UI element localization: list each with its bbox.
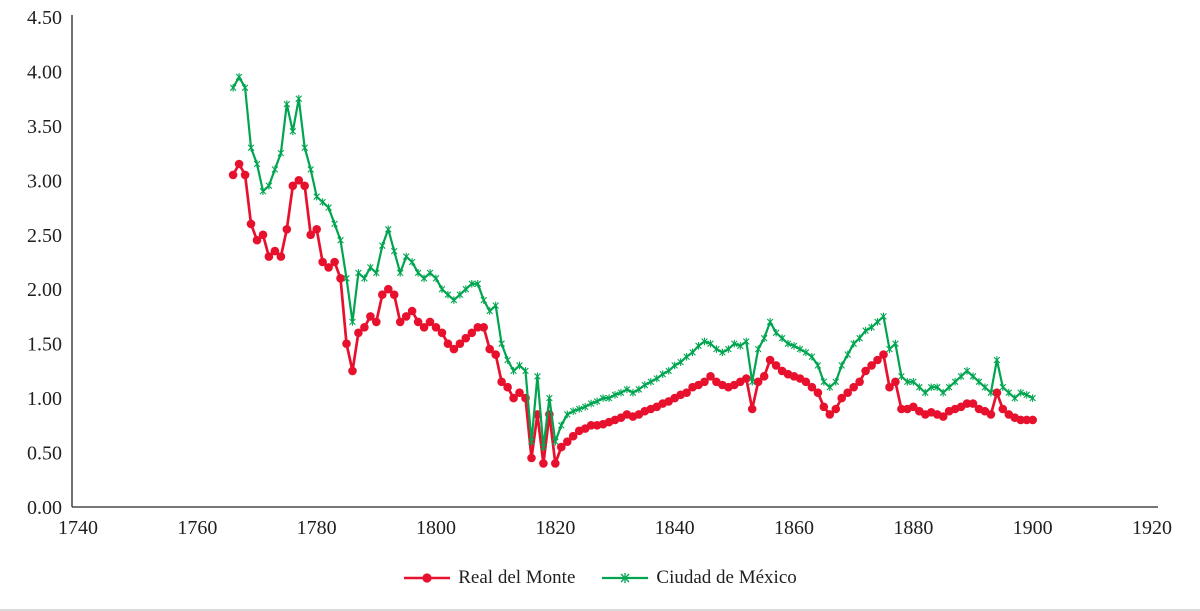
svg-text:1.00: 1.00 — [27, 388, 62, 410]
legend-label-ciudad-de-mexico: Ciudad de México — [656, 567, 797, 588]
svg-text:3.50: 3.50 — [27, 116, 62, 138]
legend-item-ciudad-de-mexico: Ciudad de México — [601, 567, 797, 589]
legend-item-real-del-monte: Real del Monte — [403, 567, 575, 589]
svg-text:1740: 1740 — [58, 517, 98, 539]
legend-marker-real-del-monte-icon — [404, 573, 451, 583]
svg-text:1760: 1760 — [177, 517, 217, 539]
svg-text:3.00: 3.00 — [27, 170, 62, 192]
svg-text:1920: 1920 — [1132, 517, 1172, 539]
legend-marker-ciudad-de-mexico-icon — [602, 573, 649, 583]
legend-label-real-del-monte: Real del Monte — [458, 567, 576, 588]
svg-text:0.50: 0.50 — [27, 443, 62, 465]
price-series-chart: 0.00 0.50 1.00 1.50 2.00 2.50 3.00 3.50 4.00 4.50… — [27, 7, 1172, 539]
chart-legend: Real del Monte Ciudad de México — [0, 562, 1200, 594]
chart-area: 0.00 0.50 1.00 1.50 2.00 2.50 3.00 3.50 4.00 4.50… — [27, 7, 1172, 539]
svg-text:1900: 1900 — [1013, 517, 1053, 539]
svg-text:1780: 1780 — [297, 517, 337, 539]
svg-text:2.50: 2.50 — [27, 225, 62, 247]
svg-text:1880: 1880 — [893, 517, 933, 539]
svg-text:1800: 1800 — [416, 517, 456, 539]
bottom-divider — [0, 609, 1200, 611]
svg-text:4.00: 4.00 — [27, 61, 62, 83]
svg-text:1860: 1860 — [774, 517, 814, 539]
svg-text:1840: 1840 — [655, 517, 695, 539]
svg-text:2.00: 2.00 — [27, 279, 62, 301]
svg-text:1.50: 1.50 — [27, 334, 62, 356]
svg-text:0.00: 0.00 — [27, 497, 62, 519]
svg-text:1820: 1820 — [535, 517, 575, 539]
svg-text:4.50: 4.50 — [27, 7, 62, 29]
